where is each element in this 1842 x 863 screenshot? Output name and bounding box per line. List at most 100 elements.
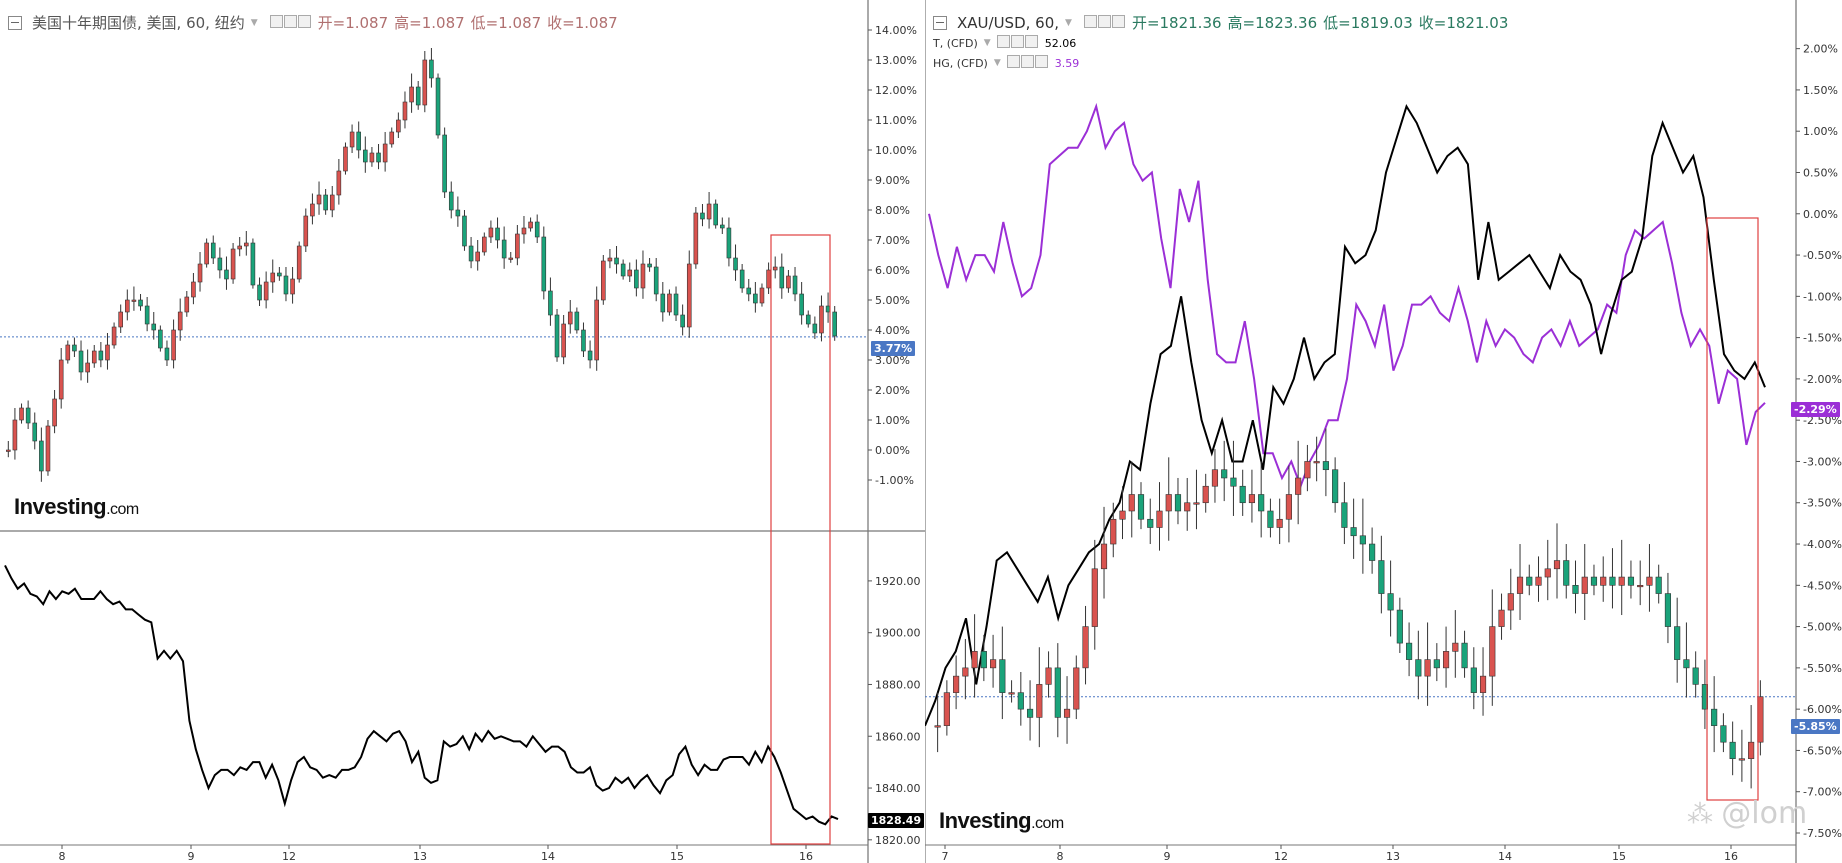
us10y-candle xyxy=(204,242,209,265)
legend-settings-icons[interactable] xyxy=(1083,13,1126,32)
us10y-candle xyxy=(343,146,348,172)
us10y-candle xyxy=(296,245,302,280)
xauusd-candle xyxy=(1276,518,1283,528)
lower-y-tick-label: 1840.00 xyxy=(875,782,921,795)
us10y-candle xyxy=(111,326,117,346)
us10y-candle xyxy=(118,311,123,328)
y-tick-label: 3.00% xyxy=(875,354,910,367)
y-tick-label: -5.50% xyxy=(1803,662,1842,675)
us10y-candle xyxy=(759,287,765,304)
legend-hg-cfd: HG, (CFD) ▼ 3.59 xyxy=(933,55,1079,71)
us10y-candle xyxy=(336,170,342,196)
legend-hg-value: 3.59 xyxy=(1054,56,1080,70)
us10y-candle xyxy=(726,227,732,259)
us10y-candle xyxy=(574,311,580,331)
us10y-candle xyxy=(131,299,137,302)
us10y-candle xyxy=(799,293,804,316)
chevron-down-icon[interactable]: ▼ xyxy=(983,38,991,48)
lower-y-tick-label: 1920.00 xyxy=(875,575,921,588)
us10y-candle xyxy=(819,305,824,334)
xauusd-candle xyxy=(1627,576,1635,586)
xauusd-candle xyxy=(1202,485,1209,504)
legend-settings-icons[interactable] xyxy=(996,35,1039,51)
left-chart-svg: 14.00% 13.00% 12.00% 11.00% 10.00% 9.00% 8.00%… xyxy=(0,0,925,863)
x-tick-label: 9 xyxy=(188,850,195,863)
xauusd-candle xyxy=(1572,585,1579,594)
us10y-candle xyxy=(733,257,738,271)
us10y-candle xyxy=(713,203,718,226)
us10y-candle xyxy=(277,272,282,277)
xauusd-candle xyxy=(1655,576,1662,594)
xauusd-candle xyxy=(1711,708,1718,726)
us10y-candle xyxy=(488,227,494,238)
right-low: 低=1819.03 xyxy=(1323,14,1413,32)
xauusd-candle xyxy=(1304,461,1311,479)
us10y-candle xyxy=(739,269,745,289)
us10y-candle xyxy=(78,350,84,373)
xauusd-candle xyxy=(1184,502,1191,512)
right-chart-title: XAU/USD, 60, xyxy=(957,13,1060,32)
left-close: 收=1.087 xyxy=(547,14,618,32)
us10y-candle xyxy=(244,242,249,247)
us10y-candle xyxy=(316,194,322,205)
y-tick-label: 6.00% xyxy=(875,264,910,277)
y-tick-label: -2.00% xyxy=(1803,373,1842,386)
us10y-candle xyxy=(693,212,699,265)
xauusd-candle xyxy=(1479,675,1487,693)
us10y-candle xyxy=(706,203,712,220)
us10y-candle xyxy=(270,272,276,283)
lower-y-tick-label: 1880.00 xyxy=(875,678,921,691)
xauusd-candle xyxy=(1470,667,1477,693)
chevron-down-icon[interactable]: ▼ xyxy=(1065,17,1072,28)
xauusd-candle xyxy=(1054,667,1061,718)
weibo-watermark: ⁂ @lom xyxy=(1687,796,1808,831)
xauusd-candle xyxy=(1387,593,1394,611)
xauusd-candle xyxy=(1174,494,1182,512)
collapse-icon[interactable] xyxy=(933,15,947,30)
us10y-candle xyxy=(634,269,639,289)
y-tick-label: 7.00% xyxy=(875,234,910,247)
y-tick-label: 2.00% xyxy=(875,384,910,397)
xauusd-candle xyxy=(1738,758,1745,761)
us10y-candle xyxy=(429,59,434,79)
us10y-candle xyxy=(230,248,236,280)
xauusd-candle xyxy=(1683,659,1690,669)
us10y-candle xyxy=(508,257,514,260)
us10y-candle xyxy=(495,227,500,241)
right-close: 收=1821.03 xyxy=(1418,14,1509,32)
chevron-down-icon[interactable]: ▼ xyxy=(993,58,1001,68)
chevron-down-icon[interactable]: ▼ xyxy=(250,17,258,28)
collapse-icon[interactable] xyxy=(8,15,22,30)
xauusd-candle xyxy=(943,692,950,726)
us10y-candle xyxy=(680,314,685,328)
us10y-candle xyxy=(686,263,692,328)
us10y-candle xyxy=(85,362,90,373)
y-tick-label: -5.00% xyxy=(1803,621,1842,634)
xauusd-candle xyxy=(1073,667,1080,710)
investing-logo: Investing.com xyxy=(939,808,1064,833)
y-tick-label: -4.00% xyxy=(1803,538,1842,551)
us10y-candle xyxy=(105,344,110,361)
x-tick-label: 8 xyxy=(1057,850,1064,863)
legend-settings-icons[interactable] xyxy=(1006,55,1049,71)
xauusd-candle xyxy=(1359,535,1366,545)
us10y-candle xyxy=(772,266,778,271)
xauusd-candle xyxy=(1369,543,1376,561)
left-lower-last-price-tag: 1828.49 xyxy=(868,813,925,828)
us10y-candle xyxy=(32,422,38,442)
xauusd-candle xyxy=(1313,461,1320,464)
us10y-candle xyxy=(805,314,811,325)
xauusd-candle xyxy=(1526,576,1533,586)
y-tick-label: -2.50% xyxy=(1803,414,1842,427)
y-tick-label: 1.00% xyxy=(875,414,910,427)
xauusd-candle xyxy=(1017,692,1024,710)
us10y-candle xyxy=(409,86,414,103)
lower-y-tick-label: 1820.00 xyxy=(875,834,921,847)
us10y-candle xyxy=(594,299,599,361)
legend-t-value: 52.06 xyxy=(1044,36,1077,50)
us10y-candle xyxy=(766,269,771,289)
legend-settings-icons[interactable] xyxy=(269,13,312,32)
xauusd-candle xyxy=(1063,708,1071,718)
y-tick-label: -6.00% xyxy=(1803,703,1842,716)
xauusd-candle xyxy=(1489,626,1496,677)
